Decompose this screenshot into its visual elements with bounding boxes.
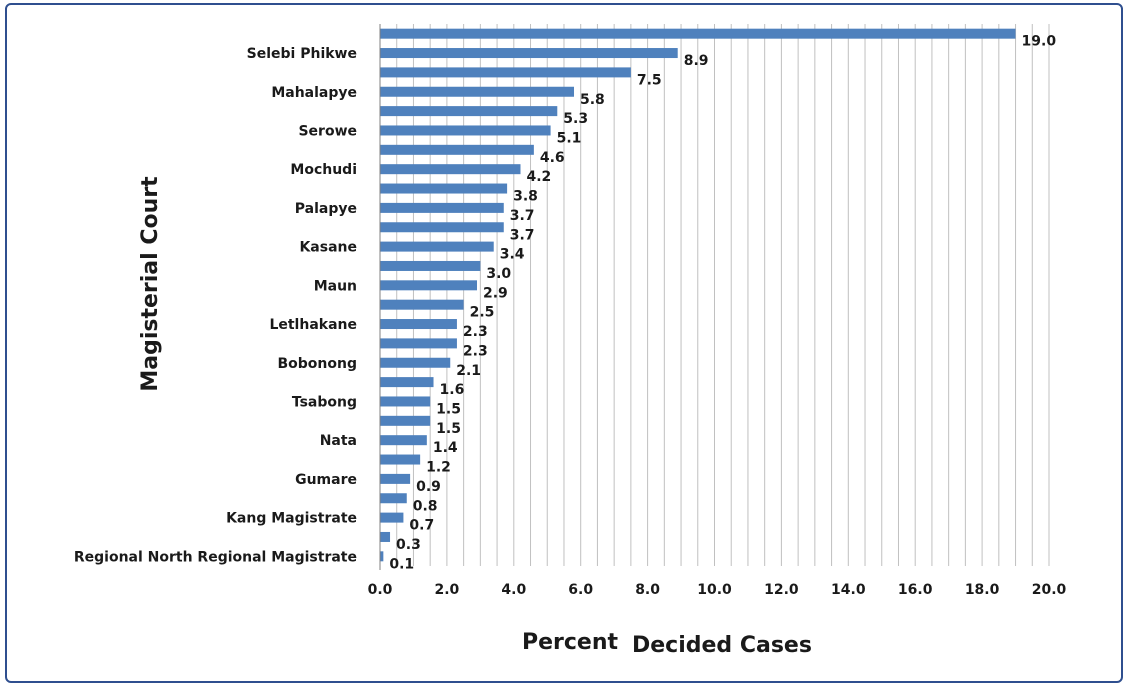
data-label: 4.2 xyxy=(526,169,551,185)
data-label: 1.5 xyxy=(436,421,461,437)
data-label: 5.3 xyxy=(563,111,588,127)
x-tick-label: 20.0 xyxy=(1032,582,1067,598)
x-axis-title-part2: Decided Cases xyxy=(632,633,812,658)
bar xyxy=(380,299,464,310)
category-label: Mochudi xyxy=(290,162,357,178)
bar xyxy=(380,319,457,330)
category-label: Nata xyxy=(320,433,357,449)
bar xyxy=(380,183,508,194)
bar xyxy=(380,338,457,349)
data-label: 3.7 xyxy=(510,208,535,224)
bar xyxy=(380,241,494,252)
category-label: Kasane xyxy=(299,240,357,256)
data-label: 2.1 xyxy=(456,363,481,379)
category-label: Kang Magistrate xyxy=(226,511,357,527)
data-labels: 19.0 8.9 7.5 5.8 5.3 5.1 4.6 4.2 3.8 3.7 3.7 3.4 3.0… xyxy=(389,34,1056,573)
category-label: Selebi Phikwe xyxy=(247,46,357,62)
gridlines xyxy=(396,24,1050,566)
data-label: 0.8 xyxy=(413,498,438,514)
bar xyxy=(380,551,384,562)
bar xyxy=(380,106,558,117)
x-tick-labels: 0.0 2.0 4.0 6.0 8.0 10.0 12.0 14.0 16.0 18.0 20.0 xyxy=(368,582,1067,598)
data-label: 3.4 xyxy=(500,247,525,263)
bar xyxy=(380,473,411,484)
bar xyxy=(380,512,404,523)
bar xyxy=(380,144,534,155)
category-label: Letlhakane xyxy=(269,317,357,333)
data-label: 0.3 xyxy=(396,537,421,553)
data-label: 0.1 xyxy=(389,556,414,572)
data-label: 3.7 xyxy=(510,227,535,243)
bar xyxy=(380,125,551,136)
bar xyxy=(380,164,521,175)
bar xyxy=(380,396,431,407)
x-tick-label: 2.0 xyxy=(434,582,459,598)
data-label: 19.0 xyxy=(1022,34,1057,50)
category-label: Regional North Regional Magistrate xyxy=(74,549,357,565)
bar xyxy=(380,415,431,426)
data-label: 4.6 xyxy=(540,150,565,166)
bar xyxy=(380,435,427,446)
data-label: 3.8 xyxy=(513,189,538,205)
data-label: 3.0 xyxy=(486,266,511,282)
data-label: 5.8 xyxy=(580,92,605,108)
data-label: 2.9 xyxy=(483,285,508,301)
category-label: Palapye xyxy=(295,201,357,217)
bar xyxy=(380,454,421,465)
bar xyxy=(380,222,504,233)
category-label: Mahalapye xyxy=(271,85,357,101)
category-label: Bobonong xyxy=(277,356,357,372)
category-label: Serowe xyxy=(298,123,357,139)
x-tick-label: 6.0 xyxy=(568,582,593,598)
x-tick-label: 12.0 xyxy=(764,582,799,598)
x-tick-label: 10.0 xyxy=(697,582,732,598)
x-tick-label: 0.0 xyxy=(368,582,393,598)
x-axis-title-part1: Percent xyxy=(522,630,619,655)
data-label: 2.5 xyxy=(470,305,495,321)
bar xyxy=(380,493,407,504)
bar xyxy=(380,67,631,78)
x-tick-label: 16.0 xyxy=(898,582,933,598)
data-label: 7.5 xyxy=(637,72,662,88)
bar xyxy=(380,28,1016,39)
bar xyxy=(380,531,391,542)
bar-chart: 19.0 8.9 7.5 5.8 5.3 5.1 4.6 4.2 3.8 3.7 3.7 3.4 3.0… xyxy=(74,24,1067,658)
data-label: 0.9 xyxy=(416,479,441,495)
bar xyxy=(380,357,451,368)
data-label: 1.2 xyxy=(426,460,451,476)
category-labels: Selebi Phikwe Mahalapye Serowe Mochudi Palap… xyxy=(74,46,357,565)
data-label: 1.6 xyxy=(440,382,465,398)
bar xyxy=(380,280,478,291)
x-tick-label: 4.0 xyxy=(501,582,526,598)
data-label: 1.5 xyxy=(436,401,461,417)
bar xyxy=(380,377,434,388)
x-tick-label: 14.0 xyxy=(831,582,866,598)
bars xyxy=(380,28,1016,562)
category-label: Tsabong xyxy=(292,394,357,410)
data-label: 5.1 xyxy=(557,130,582,146)
data-label: 1.4 xyxy=(433,440,458,456)
x-tick-label: 18.0 xyxy=(965,582,1000,598)
data-label: 8.9 xyxy=(684,53,709,69)
category-label: Gumare xyxy=(295,472,357,488)
data-label: 2.3 xyxy=(463,343,488,359)
bar xyxy=(380,48,678,59)
bar xyxy=(380,260,481,271)
x-tick-label: 8.0 xyxy=(635,582,660,598)
category-label: Maun xyxy=(314,278,357,294)
bar xyxy=(380,202,504,213)
data-label: 2.3 xyxy=(463,324,488,340)
y-axis-title: Magisterial Court xyxy=(138,176,163,392)
data-label: 0.7 xyxy=(409,518,434,534)
bar xyxy=(380,86,575,97)
